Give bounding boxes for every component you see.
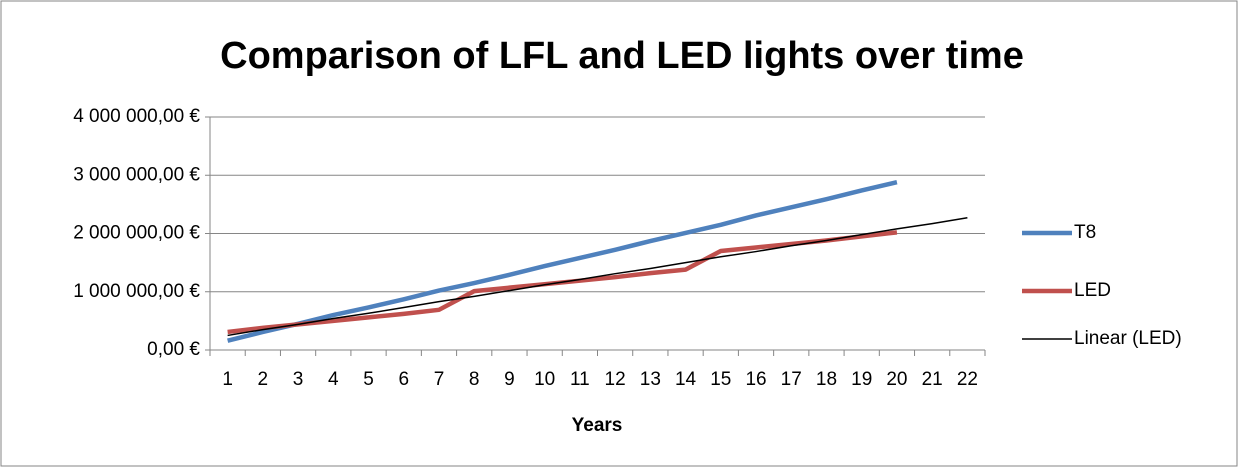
legend-label: Linear (LED) <box>1074 328 1182 349</box>
x-tick-label: 15 <box>710 369 731 390</box>
x-tick-label: 2 <box>258 369 269 390</box>
x-tick-label: 11 <box>570 369 590 390</box>
y-tick-label: 0,00 € <box>147 339 200 360</box>
y-tick-label: 4 000 000,00 € <box>73 106 200 127</box>
x-tick-label: 8 <box>469 369 480 390</box>
y-tick-label: 1 000 000,00 € <box>73 281 200 302</box>
x-tick-label: 19 <box>851 369 872 390</box>
x-tick-label: 1 <box>222 369 233 390</box>
x-tick-label: 7 <box>434 369 445 390</box>
x-tick-label: 12 <box>605 369 626 390</box>
x-tick-label: 20 <box>886 369 907 390</box>
x-tick-label: 22 <box>957 369 978 390</box>
series-line <box>227 180 898 343</box>
x-tick-label: 21 <box>922 369 943 390</box>
y-tick-label: 3 000 000,00 € <box>73 164 200 185</box>
chart-title: Comparison of LFL and LED lights over ti… <box>220 35 1024 77</box>
y-tick-label: 2 000 000,00 € <box>73 223 200 244</box>
legend-label: T8 <box>1074 222 1096 243</box>
x-tick-label: 10 <box>534 369 555 390</box>
x-tick-label: 4 <box>328 369 339 390</box>
x-tick-label: 3 <box>293 369 304 390</box>
x-tick-label: 18 <box>816 369 837 390</box>
x-tick-label: 16 <box>745 369 766 390</box>
x-tick-label: 14 <box>675 369 697 390</box>
series-line <box>227 217 968 337</box>
legend-label: LED <box>1074 280 1111 301</box>
x-tick-label: 9 <box>504 369 515 390</box>
x-tick-label: 5 <box>363 369 374 390</box>
x-tick-label: 17 <box>781 369 802 390</box>
x-tick-label: 6 <box>398 369 409 390</box>
x-axis-label: Years <box>572 415 623 436</box>
x-tick-label: 13 <box>640 369 661 390</box>
